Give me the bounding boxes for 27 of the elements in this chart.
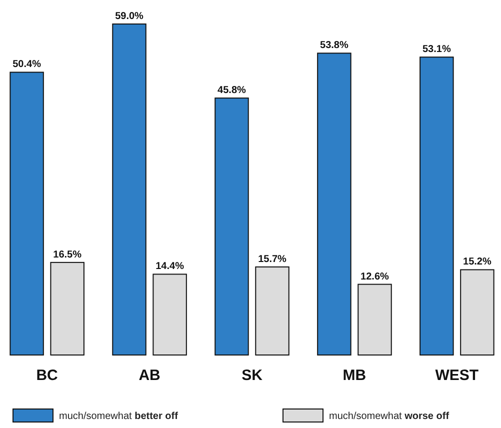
bar <box>10 72 44 356</box>
data-label: 45.8% <box>218 85 246 96</box>
data-label: 53.8% <box>320 40 348 52</box>
data-label: 14.4% <box>156 261 184 272</box>
bar <box>50 262 84 356</box>
data-label: 50.4% <box>12 59 42 70</box>
bar <box>460 269 494 356</box>
legend-label: much/somewhat worse off <box>329 411 450 422</box>
x-tick-label: WEST <box>435 367 479 384</box>
bar <box>317 52 352 356</box>
legend-label: much/somewhat better off <box>59 411 179 422</box>
data-label: 12.6% <box>360 271 390 282</box>
bar <box>152 274 187 356</box>
data-label: 59.0% <box>115 11 144 22</box>
data-label: 16.5% <box>53 249 82 260</box>
bar <box>420 56 454 356</box>
x-tick-label: SK <box>242 367 263 384</box>
x-tick-label: AB <box>138 367 161 384</box>
bar <box>255 266 290 356</box>
x-tick-label: MB <box>342 367 366 384</box>
data-label: 15.2% <box>463 256 492 268</box>
data-label: 15.7% <box>258 254 287 265</box>
data-label: 53.1% <box>422 44 451 56</box>
bar <box>358 284 392 356</box>
x-tick-label: BC <box>36 367 58 384</box>
bar <box>214 98 249 356</box>
bar <box>112 24 146 356</box>
